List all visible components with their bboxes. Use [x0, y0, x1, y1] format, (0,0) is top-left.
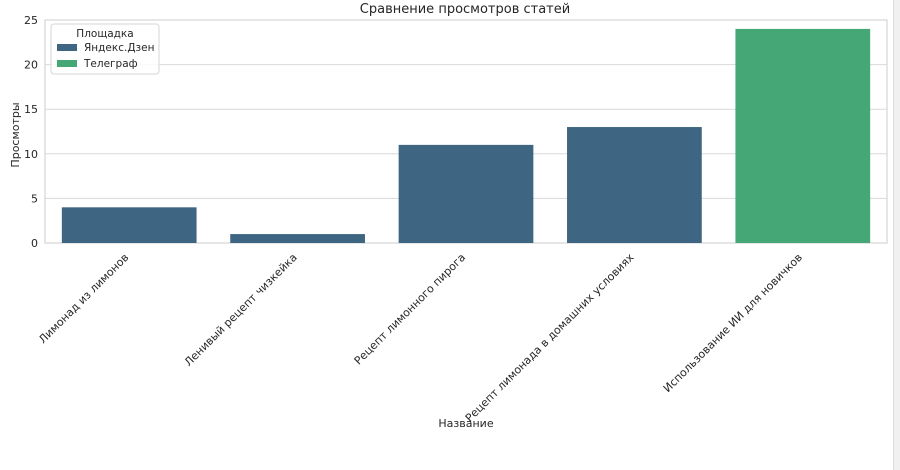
y-axis-label: Просмотры — [9, 102, 22, 167]
y-tick-label: 25 — [24, 14, 38, 27]
x-tick-label: Рецепт лимонада в домашних условиях — [463, 251, 637, 425]
x-axis-label: Название — [438, 417, 493, 430]
x-tick-label: Рецепт лимонного пирога — [352, 251, 468, 367]
y-tick-label: 15 — [24, 103, 38, 116]
bar — [398, 144, 534, 243]
x-tick-label: Ленивый рецепт чизкейка — [182, 251, 300, 369]
y-tick-label: 10 — [24, 148, 38, 161]
x-tick-label: Лимонад из лимонов — [36, 251, 131, 346]
legend-swatch-yandex — [57, 44, 77, 51]
y-tick-label: 20 — [24, 59, 38, 72]
legend-label-yandex: Яндекс.Дзен — [84, 42, 154, 54]
legend: Площадка Яндекс.Дзен Телеграф — [50, 23, 160, 75]
legend-swatch-telegraph — [57, 60, 77, 67]
legend-box — [50, 23, 160, 75]
chart-title: Сравнение просмотров статей — [360, 2, 570, 17]
bar — [230, 234, 365, 243]
bar — [61, 207, 197, 243]
x-tick-labels: Лимонад из лимонов Ленивый рецепт чизкейк… — [36, 251, 805, 425]
bar — [735, 28, 871, 244]
legend-title: Площадка — [76, 28, 133, 40]
bars — [61, 28, 871, 244]
legend-label-telegraph: Телеграф — [83, 58, 138, 70]
window-right-edge — [893, 0, 900, 470]
x-tick-label: Использование ИИ для новичков — [661, 251, 805, 395]
y-tick-label: 5 — [31, 192, 38, 205]
y-tick-labels: 0 5 10 15 20 25 — [24, 14, 38, 250]
y-tick-label: 0 — [31, 237, 38, 250]
bar — [567, 127, 702, 243]
